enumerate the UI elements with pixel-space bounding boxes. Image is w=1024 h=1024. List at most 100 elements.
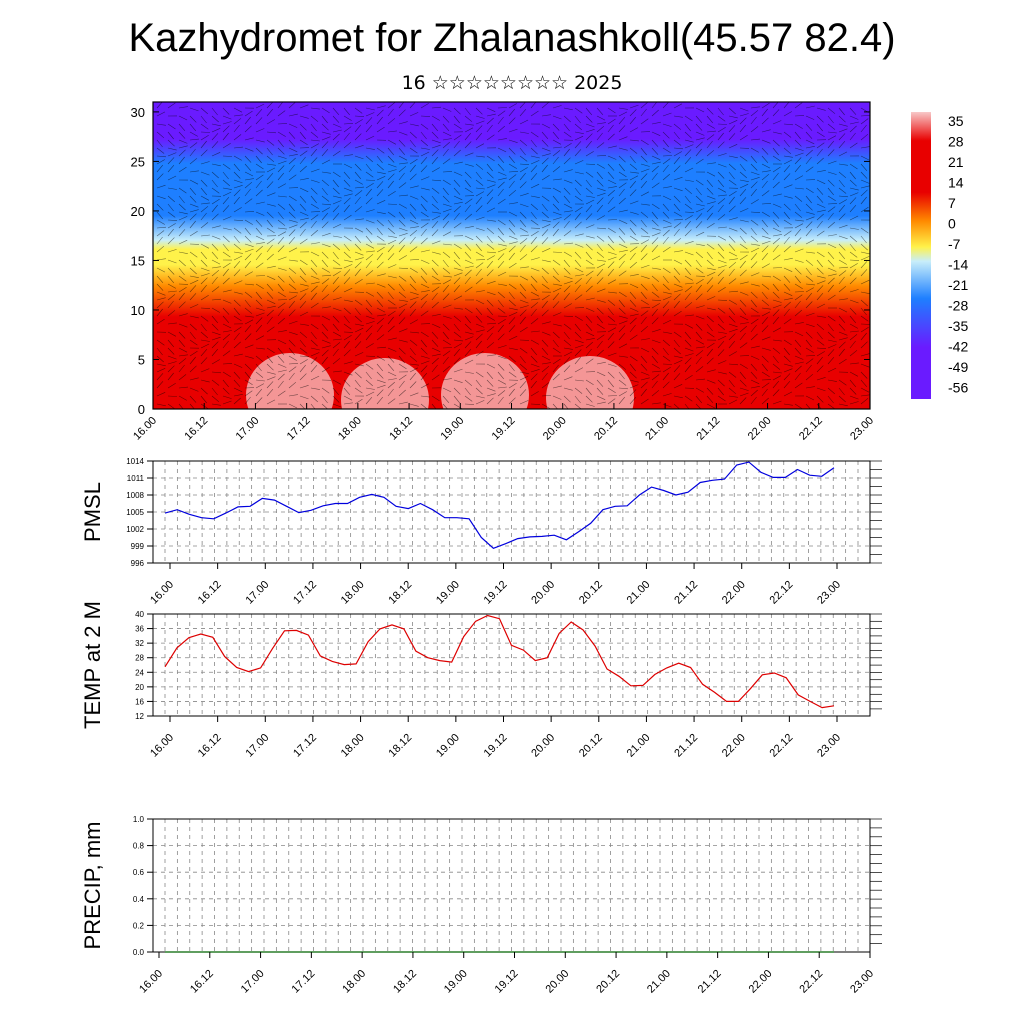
- wind-barb: [651, 172, 658, 181]
- wind-barb: [365, 332, 372, 341]
- wind-barb: [354, 186, 365, 189]
- wind-barb: [189, 267, 197, 275]
- wind-barb: [365, 219, 375, 224]
- wind-barb: [508, 307, 518, 311]
- wind-barb: [442, 107, 452, 112]
- wind-barb: [585, 179, 592, 188]
- wind-barb: [497, 198, 506, 205]
- wind-barb: [354, 235, 362, 243]
- x-tick-label: 21.12: [696, 968, 724, 996]
- wind-barb: [222, 197, 230, 205]
- wind-barb: [332, 259, 341, 266]
- wind-barb: [717, 141, 725, 149]
- wind-barb: [849, 277, 857, 285]
- wind-barb: [409, 363, 419, 366]
- wind-barb: [442, 331, 449, 340]
- wind-barb: [486, 117, 494, 125]
- wind-barb: [321, 203, 332, 206]
- wind-barb: [431, 395, 440, 402]
- wind-barb: [343, 132, 350, 141]
- wind-barb: [596, 401, 606, 405]
- wind-barb: [673, 384, 683, 389]
- wind-barb: [629, 189, 637, 197]
- wind-barb: [750, 253, 758, 261]
- wind-barb: [244, 137, 254, 141]
- wind-barb: [772, 375, 782, 381]
- wind-barb: [651, 308, 658, 317]
- wind-barbs: [156, 102, 870, 409]
- wind-barb: [387, 219, 394, 228]
- wind-barb: [508, 171, 519, 173]
- wind-barb: [552, 395, 562, 400]
- wind-barb: [266, 155, 275, 163]
- wind-barb: [673, 403, 681, 409]
- wind-barb: [299, 283, 309, 287]
- wind-barb: [607, 299, 616, 306]
- wind-barb: [761, 325, 769, 333]
- wind-barb: [640, 264, 650, 269]
- wind-barb: [673, 365, 681, 373]
- wind-barb: [475, 277, 483, 285]
- wind-barb: [299, 238, 308, 245]
- wind-barb: [706, 130, 717, 133]
- wind-barb: [607, 124, 614, 133]
- wind-barb: [849, 115, 859, 120]
- wind-barb: [398, 194, 409, 197]
- wind-barb: [365, 397, 373, 405]
- wind-barb: [222, 268, 229, 277]
- wind-barb: [310, 157, 318, 165]
- wind-barb: [189, 259, 196, 268]
- wind-barb: [541, 237, 549, 245]
- wind-barb: [563, 195, 571, 203]
- wind-barb: [838, 348, 845, 357]
- wind-barb: [849, 330, 859, 333]
- x-tick-label: 18.12: [387, 415, 415, 443]
- wind-barb: [563, 203, 573, 209]
- wind-barb: [739, 332, 746, 341]
- wind-barb: [783, 368, 793, 373]
- wind-barb: [717, 259, 727, 264]
- wind-barb: [398, 211, 406, 220]
- wind-barb: [464, 198, 473, 205]
- wind-barb: [343, 361, 353, 365]
- wind-barb: [519, 227, 529, 233]
- wind-barb: [563, 259, 571, 268]
- wind-barb: [596, 259, 606, 262]
- x-tick-label: 22.12: [768, 579, 796, 607]
- wind-barb: [728, 120, 738, 125]
- wind-barb: [376, 384, 386, 389]
- wind-barb: [288, 139, 296, 147]
- wind-barb: [255, 291, 262, 300]
- wind-barb: [178, 131, 186, 139]
- wind-barb: [486, 291, 496, 296]
- wind-barb: [827, 140, 835, 149]
- wind-barb: [486, 354, 496, 357]
- wind-barb: [387, 203, 398, 205]
- wind-barb: [497, 299, 504, 308]
- wind-barb: [211, 198, 220, 205]
- wind-barb: [156, 164, 164, 173]
- wind-barb: [673, 156, 681, 165]
- wind-barb: [409, 173, 417, 181]
- wind-barb: [376, 227, 383, 236]
- wind-barb: [310, 123, 317, 132]
- wind-barb: [332, 205, 340, 213]
- wind-barb: [783, 155, 793, 158]
- wind-barb: [409, 219, 419, 225]
- wind-barb: [464, 336, 474, 341]
- wind-barb: [640, 219, 647, 228]
- wind-barb: [574, 171, 584, 175]
- wind-barb: [200, 295, 209, 301]
- wind-barb: [266, 253, 274, 261]
- wind-barb: [244, 390, 253, 397]
- wind-barb: [420, 331, 429, 337]
- wind-barb: [574, 274, 584, 277]
- wind-barb: [343, 371, 353, 376]
- wind-barb: [552, 239, 561, 245]
- wind-barb: [332, 395, 340, 403]
- wind-barb: [244, 299, 251, 308]
- wind-barb: [684, 292, 691, 301]
- wind-barb: [640, 227, 649, 234]
- wind-barb: [354, 363, 364, 367]
- wind-barb: [596, 125, 605, 133]
